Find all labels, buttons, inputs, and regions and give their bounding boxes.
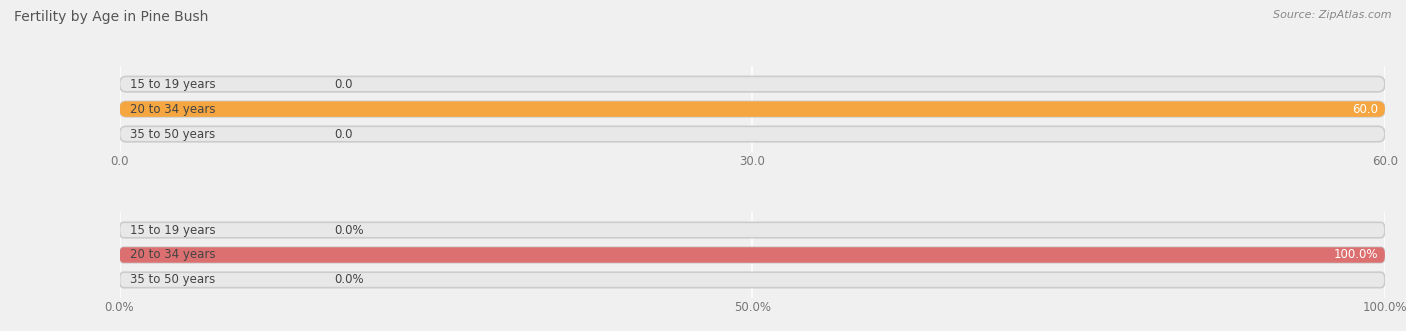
- FancyBboxPatch shape: [120, 247, 1385, 263]
- Text: 60.0: 60.0: [1353, 103, 1379, 116]
- Text: 35 to 50 years: 35 to 50 years: [129, 127, 215, 141]
- Text: 35 to 50 years: 35 to 50 years: [129, 273, 215, 286]
- FancyBboxPatch shape: [120, 101, 1385, 117]
- Text: 15 to 19 years: 15 to 19 years: [129, 78, 215, 91]
- Text: 20 to 34 years: 20 to 34 years: [129, 249, 215, 261]
- FancyBboxPatch shape: [120, 272, 1385, 288]
- Text: Source: ZipAtlas.com: Source: ZipAtlas.com: [1274, 10, 1392, 20]
- Text: 100.0%: 100.0%: [1334, 249, 1379, 261]
- FancyBboxPatch shape: [120, 222, 1385, 238]
- Text: 0.0: 0.0: [335, 78, 353, 91]
- Text: 0.0%: 0.0%: [335, 273, 364, 286]
- FancyBboxPatch shape: [120, 101, 1385, 117]
- FancyBboxPatch shape: [120, 126, 1385, 142]
- Text: Fertility by Age in Pine Bush: Fertility by Age in Pine Bush: [14, 10, 208, 24]
- Text: 20 to 34 years: 20 to 34 years: [129, 103, 215, 116]
- FancyBboxPatch shape: [120, 76, 1385, 92]
- Text: 15 to 19 years: 15 to 19 years: [129, 223, 215, 237]
- Text: 0.0: 0.0: [335, 127, 353, 141]
- FancyBboxPatch shape: [120, 247, 1385, 263]
- Text: 0.0%: 0.0%: [335, 223, 364, 237]
